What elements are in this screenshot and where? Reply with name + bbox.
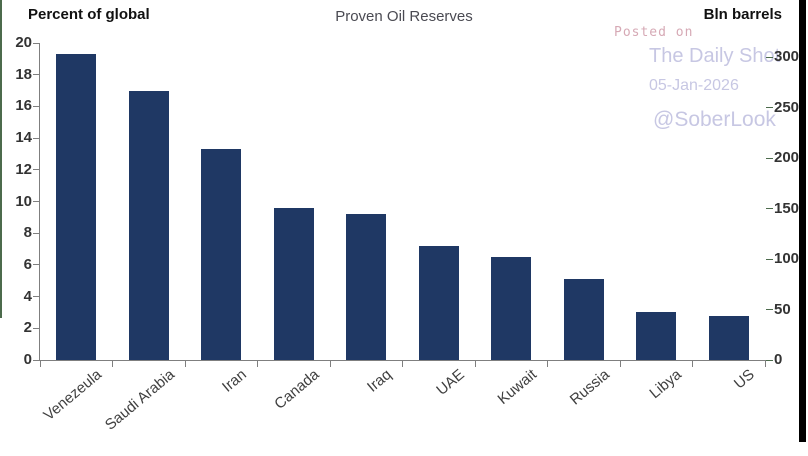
left-axis-tick xyxy=(33,264,40,266)
left-axis-tick-label: 0 xyxy=(23,351,32,368)
right-axis-tick xyxy=(766,258,773,260)
left-axis-tick xyxy=(33,232,40,234)
x-axis-label: Iran xyxy=(219,366,251,396)
watermark-posted-on: Posted on xyxy=(614,25,694,40)
x-axis-tick xyxy=(329,361,331,367)
x-axis-line xyxy=(39,360,766,361)
watermark-handle: @SoberLook xyxy=(653,108,776,131)
x-axis-label: Russia xyxy=(566,366,613,409)
right-axis-line xyxy=(0,0,2,318)
left-axis-tick xyxy=(33,359,40,361)
left-axis-tick xyxy=(33,296,40,298)
x-axis-tick xyxy=(547,361,548,367)
left-axis-tick-label: 4 xyxy=(23,287,32,305)
right-axis-tick-label: 200 xyxy=(774,149,800,166)
right-axis-tick-label: 0 xyxy=(774,351,783,368)
right-axis-tick xyxy=(766,157,773,159)
right-axis-tick-label: 50 xyxy=(774,300,791,318)
right-axis-tick-label: 100 xyxy=(774,250,800,267)
x-axis-label: Saudi Arabia xyxy=(101,366,178,434)
right-axis-tick xyxy=(766,359,773,361)
x-axis-tick xyxy=(402,361,403,367)
bar-iran xyxy=(201,149,242,360)
chart-title: Proven Oil Reserves xyxy=(335,8,473,25)
left-axis-title: Percent of global xyxy=(28,6,150,23)
bar-kuwait xyxy=(491,256,532,360)
left-axis-tick xyxy=(33,169,40,171)
x-axis-label: Venezeula xyxy=(40,366,106,425)
bar-us xyxy=(708,315,749,360)
left-axis-tick-label: 18 xyxy=(15,65,32,83)
screenshot-right-edge-strip xyxy=(799,0,806,442)
right-axis-title: Bln barrels xyxy=(703,6,782,23)
right-axis-tick xyxy=(766,56,773,58)
x-axis-label: Iraq xyxy=(364,366,396,396)
left-axis-tick xyxy=(33,42,40,44)
left-axis-line xyxy=(39,43,40,361)
bar-libya xyxy=(636,312,677,360)
bar-russia xyxy=(563,279,604,360)
left-axis-tick-label: 6 xyxy=(23,255,32,273)
left-axis-tick xyxy=(33,327,40,329)
x-axis-label: Libya xyxy=(646,366,686,403)
x-axis-tick xyxy=(692,361,693,367)
x-axis-tick xyxy=(112,361,113,367)
left-axis-tick-label: 10 xyxy=(15,192,32,210)
right-axis-tick xyxy=(766,208,773,209)
right-axis-tick-label: 250 xyxy=(774,98,800,116)
watermark-date: 05-Jan-2026 xyxy=(649,77,739,94)
x-axis-label: Canada xyxy=(271,366,323,413)
x-axis-label: US xyxy=(730,366,758,393)
left-axis-tick-label: 12 xyxy=(15,160,32,178)
left-axis-tick-label: 20 xyxy=(15,34,32,51)
left-axis-tick xyxy=(33,201,40,202)
left-axis-tick xyxy=(33,74,40,76)
x-axis-tick xyxy=(184,361,186,367)
left-axis-tick xyxy=(33,105,40,107)
x-axis-tick xyxy=(764,361,766,367)
bar-canada xyxy=(273,207,314,360)
right-axis-tick xyxy=(766,107,773,108)
bar-uae xyxy=(418,245,459,360)
x-axis-tick xyxy=(619,361,621,367)
left-axis-tick-label: 16 xyxy=(15,97,32,115)
right-axis-tick xyxy=(766,309,773,310)
left-axis-tick xyxy=(33,137,40,139)
left-axis-tick-label: 8 xyxy=(23,224,32,242)
x-axis-tick xyxy=(257,361,258,367)
x-axis-label: Kuwait xyxy=(494,366,541,408)
x-axis-tick xyxy=(39,361,41,367)
x-axis-tick xyxy=(474,361,476,367)
left-axis-tick-label: 14 xyxy=(15,129,32,147)
bar-venezeula xyxy=(56,54,97,360)
right-axis-tick-label: 300 xyxy=(774,48,800,65)
bar-iraq xyxy=(346,214,387,360)
x-axis-label: UAE xyxy=(433,366,468,399)
right-axis-tick-label: 150 xyxy=(774,199,800,217)
bar-saudi-arabia xyxy=(128,90,169,360)
left-axis-tick-label: 2 xyxy=(23,319,32,337)
watermark-site-name: The Daily Shot xyxy=(649,45,781,67)
